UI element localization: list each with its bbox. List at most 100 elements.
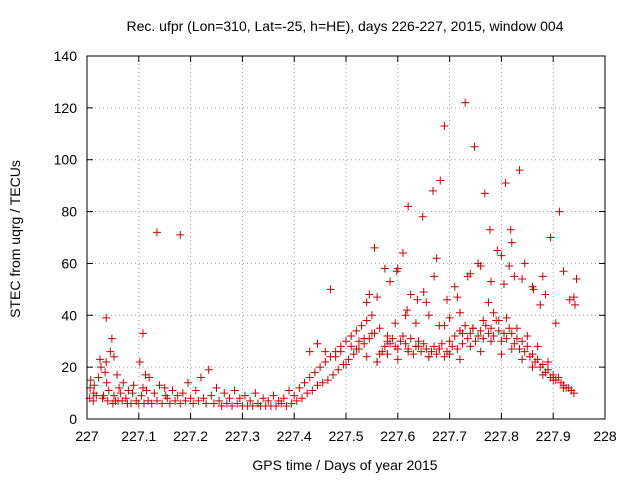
data-point bbox=[259, 394, 268, 403]
data-point bbox=[523, 332, 532, 341]
data-point bbox=[432, 350, 441, 359]
data-point bbox=[515, 166, 524, 175]
data-point bbox=[168, 386, 177, 395]
data-point bbox=[497, 251, 506, 260]
data-point bbox=[528, 282, 537, 291]
data-point bbox=[103, 396, 112, 405]
data-point bbox=[413, 295, 422, 304]
data-point bbox=[538, 360, 547, 369]
data-point bbox=[240, 391, 249, 400]
data-point bbox=[181, 396, 190, 405]
data-point bbox=[300, 378, 309, 387]
data-point bbox=[430, 272, 439, 281]
data-point bbox=[538, 370, 547, 379]
data-point bbox=[409, 350, 418, 359]
data-point bbox=[569, 293, 578, 302]
data-point bbox=[352, 344, 361, 353]
data-point bbox=[445, 337, 454, 346]
data-point bbox=[471, 337, 480, 346]
data-point bbox=[370, 243, 379, 252]
data-point bbox=[518, 355, 527, 364]
data-point bbox=[445, 313, 454, 322]
data-point bbox=[570, 300, 579, 309]
data-point bbox=[347, 332, 356, 341]
data-point bbox=[248, 402, 257, 411]
data-point bbox=[360, 334, 369, 343]
data-point bbox=[318, 378, 327, 387]
data-point bbox=[536, 300, 545, 309]
data-point bbox=[404, 202, 413, 211]
data-point bbox=[554, 373, 563, 382]
data-point bbox=[499, 280, 508, 289]
data-point bbox=[398, 332, 407, 341]
data-point bbox=[109, 391, 118, 400]
data-point bbox=[331, 352, 340, 361]
data-point bbox=[427, 347, 436, 356]
plot-frame bbox=[86, 55, 606, 420]
data-point bbox=[189, 399, 198, 408]
data-point bbox=[518, 337, 527, 346]
data-point bbox=[251, 389, 260, 398]
data-point bbox=[510, 272, 519, 281]
data-point bbox=[474, 332, 483, 341]
data-point bbox=[212, 383, 221, 392]
data-point bbox=[202, 399, 211, 408]
data-point bbox=[378, 347, 387, 356]
data-point bbox=[217, 402, 226, 411]
data-point bbox=[404, 347, 413, 356]
data-point bbox=[453, 344, 462, 353]
data-point bbox=[383, 350, 392, 359]
data-point bbox=[484, 298, 493, 307]
data-point bbox=[128, 389, 137, 398]
data-point bbox=[178, 389, 187, 398]
x-tick-label: 227 bbox=[75, 428, 99, 444]
data-point bbox=[494, 326, 503, 335]
data-point bbox=[199, 394, 208, 403]
data-point bbox=[297, 394, 306, 403]
data-point bbox=[96, 363, 105, 372]
data-point bbox=[373, 293, 382, 302]
data-point bbox=[230, 386, 239, 395]
data-point bbox=[326, 285, 335, 294]
data-point bbox=[468, 324, 477, 333]
data-point bbox=[209, 399, 218, 408]
y-tick-label: 80 bbox=[61, 204, 77, 220]
data-point bbox=[163, 394, 172, 403]
data-point bbox=[417, 347, 426, 356]
data-point bbox=[507, 329, 516, 338]
data-point bbox=[502, 313, 511, 322]
data-point bbox=[512, 334, 521, 343]
x-tick-label: 227.4 bbox=[277, 428, 312, 444]
data-point bbox=[493, 246, 502, 255]
data-point bbox=[152, 228, 161, 237]
data-point bbox=[436, 176, 445, 185]
x-tick-label: 227.2 bbox=[173, 428, 208, 444]
data-point bbox=[90, 381, 99, 390]
data-point bbox=[445, 350, 454, 359]
data-point bbox=[102, 378, 111, 387]
data-point bbox=[191, 386, 200, 395]
data-point bbox=[99, 391, 108, 400]
y-tick-label: 100 bbox=[54, 152, 78, 168]
data-point bbox=[329, 370, 338, 379]
data-point bbox=[222, 399, 231, 408]
data-point bbox=[518, 274, 527, 283]
data-point bbox=[486, 225, 495, 234]
data-point bbox=[129, 381, 138, 390]
chart-title: Rec. ufpr (Lon=310, Lat=-25, h=HE), days… bbox=[126, 18, 563, 34]
data-point bbox=[440, 122, 449, 131]
data-point bbox=[453, 293, 462, 302]
data-point bbox=[499, 329, 508, 338]
data-point bbox=[147, 399, 156, 408]
data-point bbox=[476, 262, 485, 271]
data-point bbox=[233, 399, 242, 408]
data-point bbox=[137, 391, 146, 400]
data-point bbox=[435, 321, 444, 330]
data-point bbox=[505, 324, 514, 333]
data-point bbox=[282, 402, 291, 411]
data-point bbox=[279, 394, 288, 403]
data-point bbox=[207, 391, 216, 400]
data-point bbox=[448, 342, 457, 351]
data-point bbox=[528, 363, 537, 372]
